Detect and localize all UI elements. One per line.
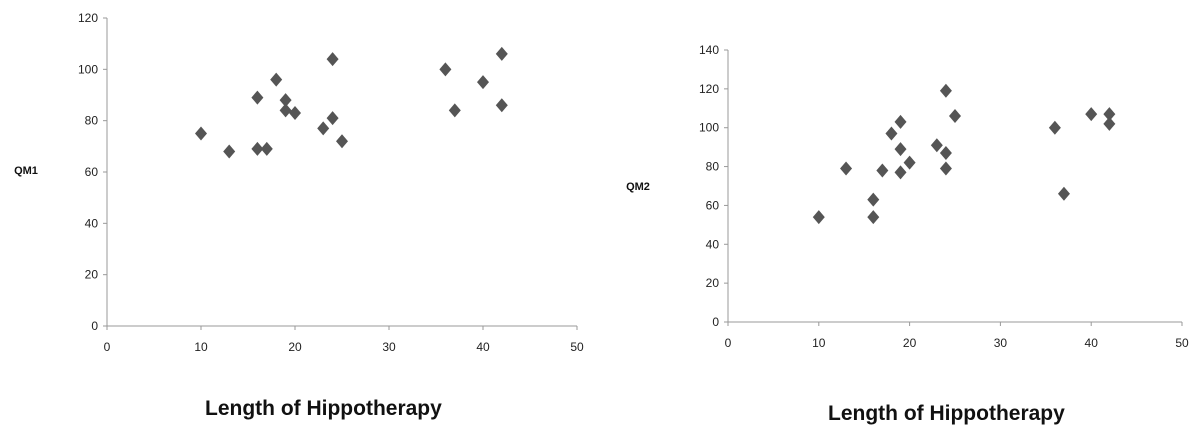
qm2-x-tick-label: 20 [903,336,917,350]
qm1-x-tick-label: 10 [194,340,208,354]
qm2-y-tick-label: 40 [706,237,720,251]
qm2-data-point [867,210,880,225]
qm1-x-tick-label: 40 [476,340,490,354]
qm2-y-tick-label: 60 [706,198,720,212]
qm1-y-tick-label: 40 [85,216,99,230]
qm1-y-tick-label: 20 [85,268,99,282]
qm2-y-tick-label: 80 [706,160,720,174]
qm1-data-point [317,121,330,136]
qm2-data-point [1057,186,1070,201]
qm1-data-point [326,52,339,67]
qm2-y-tick-label: 140 [699,43,719,57]
qm2-ylabel: QM2 [626,181,650,193]
qm2-data-point [894,114,907,129]
qm2-data-point [1103,107,1116,122]
qm2-x-tick-label: 40 [1085,336,1099,350]
chart-qm2: 0 20 40 60 80 100 120 140 0 10 20 30 40 50 QM2 Length … [610,0,1194,429]
qm1-x-tick-label: 0 [104,340,111,354]
qm1-data-point [495,98,508,113]
qm1-x-tick-label: 20 [288,340,302,354]
qm1-data-point [336,134,348,149]
qm1-data-point [495,46,508,61]
qm2-data-point [894,165,907,180]
qm2-data-point [1103,116,1116,131]
qm1-ylabel: QM1 [14,165,38,177]
qm1-y-tick-label: 60 [85,165,99,179]
qm2-data-point [876,163,889,178]
qm1-data-point [477,75,489,90]
qm1-data-point [326,111,339,126]
qm2-data-point [939,83,952,98]
qm1-data-point [223,144,236,159]
qm2-data-point [894,142,907,157]
chart-qm1-xlabel: Length of Hippotherapy [205,397,442,420]
qm2-data-point [939,161,952,176]
qm2-y-tick-label: 0 [712,315,719,329]
qm1-x-tick-label: 30 [382,340,396,354]
qm1-y-tick-label: 100 [78,62,98,76]
qm2-y-tick-label: 100 [699,121,719,135]
qm2-data-point [949,109,961,124]
qm1-data-point [289,105,301,120]
qm2-data-point [885,126,898,141]
qm2-y-tick-label: 120 [699,82,719,96]
chart-qm2-xlabel: Length of Hippotherapy [828,402,1065,425]
chart-qm1: 0 20 40 60 80 100 120 0 10 20 30 40 50 QM1 Length of … [14,11,584,420]
qm1-data-point [279,103,292,118]
qm2-x-tick-label: 30 [994,336,1008,350]
qm1-data-point [270,72,283,87]
qm2-x-tick-label: 10 [812,336,826,350]
qm2-data-point [930,138,943,153]
qm2-data-point [812,210,825,225]
qm2-data-point [840,161,853,176]
qm1-data-point [195,126,207,141]
qm2-y-tick-label: 20 [706,276,720,290]
qm1-x-tick-label: 50 [570,340,584,354]
chart-qm1-plot: 0 20 40 60 80 100 120 0 10 20 30 40 50 QM1 [14,11,584,354]
qm2-data-point [903,155,916,170]
qm1-y-tick-label: 0 [91,319,98,333]
qm1-data-point [251,141,264,156]
qm2-x-tick-label: 50 [1175,336,1189,350]
qm2-data-point [1048,120,1061,135]
qm2-x-tick-label: 0 [725,336,732,350]
qm1-data-point [439,62,452,77]
qm2-data-point [939,145,952,160]
qm1-data-point [251,90,264,105]
qm1-data-point [279,93,292,108]
qm1-data-point [260,141,273,156]
chart-qm2-plot: 0 20 40 60 80 100 120 140 0 10 20 30 40 50 QM2 [626,43,1189,350]
qm1-data-point [448,103,461,118]
qm1-y-tick-label: 120 [78,11,98,25]
qm2-data-point [1085,107,1098,122]
qm2-data-point [867,192,880,207]
qm1-y-tick-label: 80 [85,114,99,128]
